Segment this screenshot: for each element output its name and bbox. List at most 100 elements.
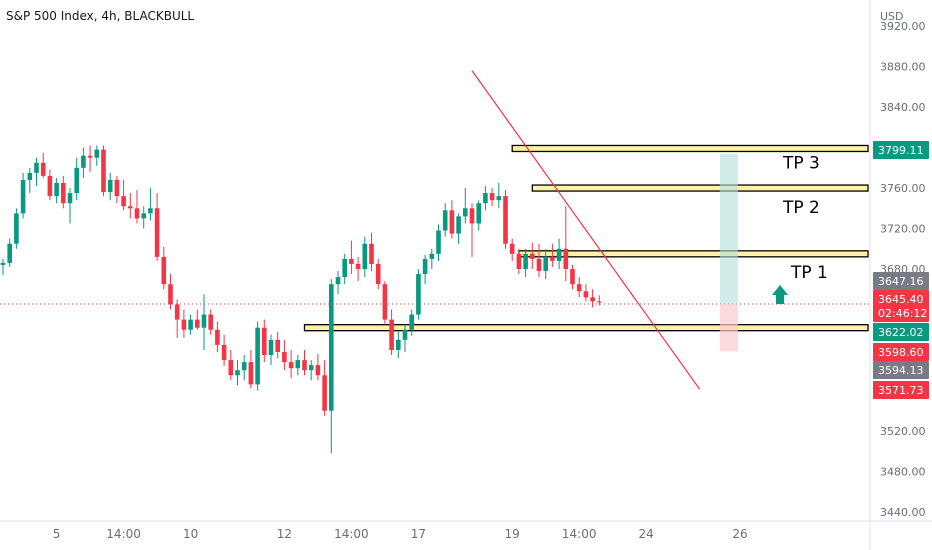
candle-body (456, 216, 461, 234)
candle-body (262, 327, 267, 356)
tp3-label: TP 3 (782, 153, 820, 173)
level-zone (531, 184, 869, 192)
candle-body (255, 327, 260, 385)
candle-body (402, 329, 408, 340)
candle-body (188, 319, 193, 330)
price-tick-label: 3840.00 (880, 101, 926, 114)
price-tick-label: 3920.00 (880, 20, 926, 33)
price-label-value: 3594.13 (878, 364, 924, 377)
tp2-label: TP 2 (782, 198, 820, 218)
candle-body (496, 196, 502, 201)
time-tick-label: 14:00 (562, 527, 597, 541)
candle-body (208, 314, 213, 330)
time-tick-label: 19 (505, 527, 520, 541)
candle-body (469, 208, 475, 224)
candle-body (369, 243, 374, 264)
price-label-bg (873, 361, 929, 379)
candle-body (288, 362, 294, 369)
candle-body (14, 213, 19, 244)
candle-body (590, 297, 595, 302)
time-tick-label: 17 (411, 527, 426, 541)
candle-body (583, 291, 589, 298)
trend-line (471, 70, 701, 390)
candle-body (34, 162, 39, 173)
price-label-bg (873, 141, 929, 159)
candle-body (489, 193, 495, 201)
candle-body (27, 172, 33, 180)
candle-body (54, 182, 59, 197)
price-label-value: 3799.11 (878, 144, 924, 157)
candle-body (315, 365, 321, 376)
price-label-bg (873, 381, 929, 399)
candle-body (382, 284, 388, 320)
candle-body (389, 319, 394, 350)
candle-body (228, 360, 234, 376)
candle-body (121, 196, 126, 207)
candle-body (576, 284, 582, 292)
candle-body (248, 362, 254, 385)
candle-body (134, 208, 140, 219)
price-label-bg (873, 272, 929, 290)
candle-body (543, 256, 548, 272)
up-arrow-icon (772, 285, 788, 304)
time-tick-label: 5 (53, 527, 61, 541)
price-tick-label: 3480.00 (880, 465, 926, 478)
candle-body (241, 362, 247, 371)
candle-body (308, 365, 314, 371)
candle-body (550, 256, 555, 261)
candle-body (362, 243, 368, 270)
candle-body (449, 210, 455, 234)
candle-body (523, 253, 528, 270)
candle-body (0, 262, 6, 265)
candle-body (195, 319, 200, 328)
candle-body (302, 360, 307, 371)
price-label-bg (873, 343, 929, 361)
candle-body (282, 351, 287, 363)
candle-body (154, 208, 160, 257)
time-tick-label: 14:00 (334, 527, 369, 541)
price-tick-label: 3520.00 (880, 425, 926, 438)
candle-body (322, 375, 327, 411)
candle-body (87, 155, 93, 158)
price-tick-label: 3880.00 (880, 61, 926, 74)
candle-body (107, 179, 113, 193)
candle-body (61, 182, 66, 204)
level-zone (303, 324, 869, 332)
price-label-bg (873, 290, 929, 322)
candle-body (516, 253, 522, 270)
candle-body (101, 149, 106, 193)
candle-body (268, 339, 274, 356)
candle-body (7, 243, 12, 263)
candle-body (375, 263, 381, 285)
candle-body (396, 339, 401, 350)
price-label-value: 3647.16 (878, 275, 924, 288)
time-tick-label: 12 (277, 527, 292, 541)
time-tick-label: 10 (183, 527, 198, 541)
candle-body (215, 329, 220, 345)
chart-title: S&P 500 Index, 4h, BLACKBULL (6, 9, 195, 23)
candle-body (67, 193, 73, 204)
candle-body (295, 360, 301, 369)
price-label-value: 3571.73 (878, 384, 924, 397)
candle-body (422, 258, 428, 275)
candle-body (442, 210, 448, 231)
time-tick-label: 26 (732, 527, 747, 541)
price-label-tag: 3598.60 (873, 343, 929, 361)
candle-body (335, 277, 341, 285)
tp1-label: TP 1 (790, 263, 828, 283)
candle-body (161, 256, 167, 285)
candle-body (509, 243, 515, 254)
candle-body (275, 339, 280, 352)
candle-body (429, 253, 435, 259)
candle-body (221, 344, 227, 361)
candle-body (503, 196, 508, 244)
candle-body (74, 167, 79, 194)
level-zone (518, 250, 869, 258)
candle-body (40, 162, 46, 176)
candle-body (570, 269, 575, 285)
candle-body (483, 193, 488, 204)
candle-body (181, 319, 187, 330)
candle-body (530, 253, 535, 259)
